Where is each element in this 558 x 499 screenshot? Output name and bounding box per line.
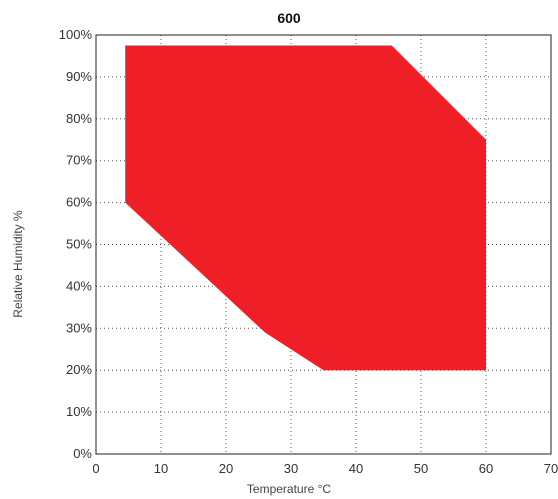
x-tick-label: 50 [414, 461, 428, 476]
x-tick-label: 10 [154, 461, 168, 476]
y-tick-label: 40% [66, 278, 92, 293]
x-tick-label: 70 [544, 461, 558, 476]
y-tick-label: 70% [66, 153, 92, 168]
y-tick-label: 60% [66, 195, 92, 210]
y-tick-label: 50% [66, 237, 92, 252]
y-tick-label: 90% [66, 69, 92, 84]
x-tick-label: 40 [349, 461, 363, 476]
x-tick-label: 20 [219, 461, 233, 476]
y-tick-label: 0% [73, 446, 92, 461]
y-tick-label: 80% [66, 111, 92, 126]
x-tick-label: 0 [92, 461, 99, 476]
y-tick-label: 20% [66, 362, 92, 377]
chart-title: 600 [277, 10, 301, 26]
x-tick-label: 30 [284, 461, 298, 476]
x-tick-labels: 0 10 20 30 40 50 60 70 [92, 461, 558, 476]
y-tick-labels: 0% 10% 20% 30% 40% 50% 60% 70% 80% 90% 100% [59, 27, 93, 461]
y-tick-label: 10% [66, 404, 92, 419]
y-axis-label: Relative Humidity % [11, 210, 25, 318]
y-tick-label: 100% [59, 27, 93, 42]
y-tick-label: 30% [66, 320, 92, 335]
x-tick-label: 60 [479, 461, 493, 476]
plot-frame [95, 34, 552, 455]
x-axis-label: Temperature °C [247, 482, 331, 496]
operating-region [125, 45, 486, 371]
